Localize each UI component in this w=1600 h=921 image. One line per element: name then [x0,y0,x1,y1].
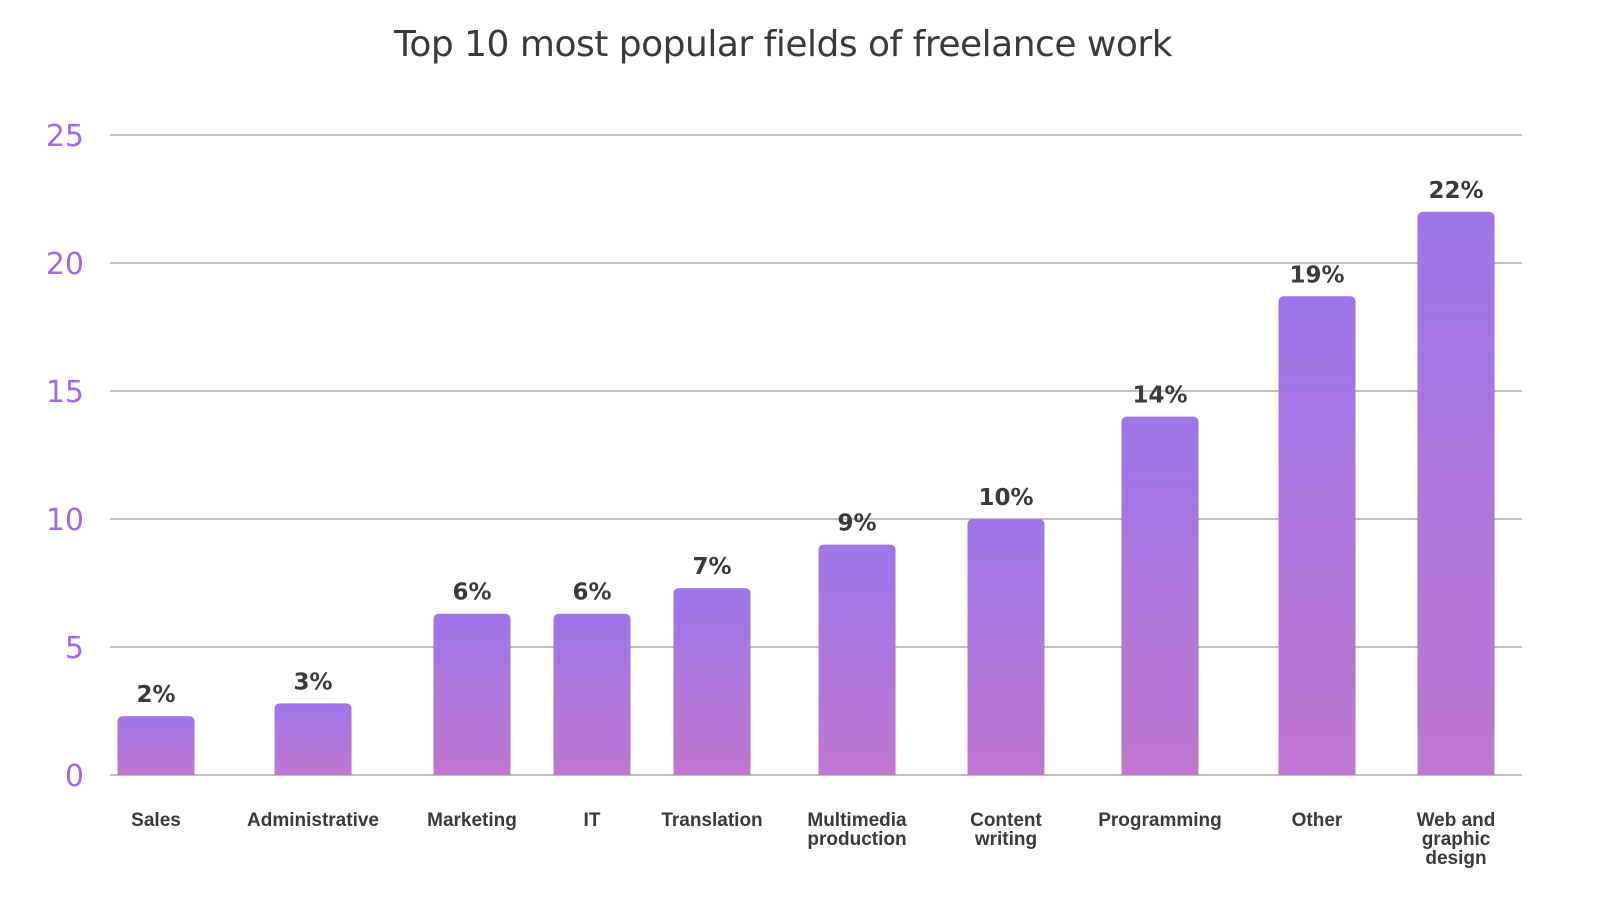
y-tick-label: 5 [65,631,84,666]
y-tick-label: 20 [46,247,84,282]
data-label: 7% [692,554,731,580]
bar [818,544,896,775]
x-tick-label: Content writing [970,810,1042,850]
y-tick-label: 25 [46,119,84,154]
bar [1278,296,1356,775]
y-axis-ticks: 0 5 10 15 20 25 [46,119,84,794]
data-label: 9% [837,511,876,537]
data-label: 3% [293,669,332,695]
data-label: 6% [452,580,491,606]
x-tick-label: Marketing [427,810,517,831]
chart-title: Top 10 most popular fields of freelance … [393,24,1173,65]
x-tick-label: Sales [131,810,181,831]
bar [1121,416,1199,775]
x-tick-label: Other [1292,810,1343,831]
bars [117,211,1495,776]
bar [433,613,511,775]
data-label: 19% [1289,262,1344,288]
data-label: 10% [978,485,1033,511]
bar [1417,211,1495,776]
y-tick-label: 15 [46,375,84,410]
x-axis-labels: Sales Administrative Marketing IT Translatio… [131,810,1495,869]
x-tick-label: IT [584,810,601,831]
y-tick-label: 0 [65,759,84,794]
bar [553,613,631,775]
bar [673,588,751,775]
data-label: 14% [1132,383,1187,409]
x-tick-label: Web and graphic design [1417,810,1496,869]
bar [274,703,352,775]
bar [117,716,195,775]
x-tick-label: Administrative [247,810,379,831]
bar [967,519,1045,775]
x-tick-label: Translation [661,810,762,831]
y-tick-label: 10 [46,503,84,538]
data-label: 6% [572,580,611,606]
x-tick-label: Multimedia production [807,810,907,850]
data-label: 22% [1428,178,1483,204]
data-label: 2% [136,682,175,708]
data-labels: 2% 3% 6% 6% 7% 9% 10% 14% 19% 22% [136,178,1483,708]
x-tick-label: Programming [1098,810,1222,831]
